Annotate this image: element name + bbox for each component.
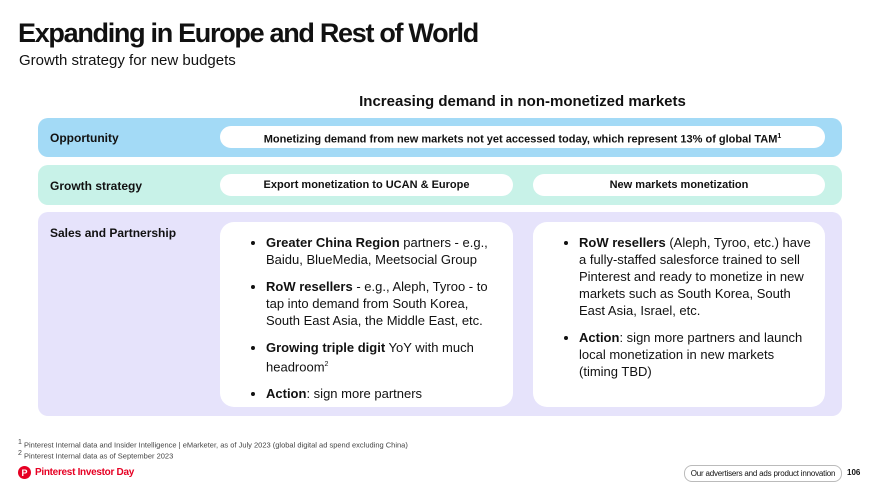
footnote-text: Pinterest Internal data as of September … [24,451,174,461]
footnote: 1 Pinterest Internal data and Insider In… [18,439,408,450]
bullet-text: : sign more partners [306,386,423,402]
svg-text:P: P [21,468,27,478]
pill-text: Monetizing demand from new markets not y… [263,133,778,146]
bullet-text: : sign more partners and launch local mo… [579,330,803,379]
bullet-text: - e.g., Aleph, Tyroo - to tap into deman… [266,279,488,328]
bullet-text: YoY with much headroom [266,340,474,375]
footnote-mark: 2 [18,450,22,457]
pill: Export monetization to UCAN & Europe [220,174,513,196]
row-label: Growth strategy [50,179,143,193]
row-label: Opportunity [50,131,119,145]
section-heading: Increasing demand in non-monetized marke… [359,93,686,110]
title: Expanding in Europe and Rest of World [18,18,479,48]
logo: P [18,466,31,479]
bullet: RoW resellers (Aleph, Tyroo, etc.) have … [579,234,811,319]
pill: Monetizing demand from new markets not y… [220,126,825,148]
bullet: Greater China Region partners - e.g., Ba… [266,234,499,268]
bullet-bold: RoW resellers [579,235,666,250]
bullet-box: RoW resellers (Aleph, Tyroo, etc.) have … [533,222,825,407]
superscript: 1 [777,133,782,140]
bullet-bold: Greater China Region [266,235,400,250]
section-tag: Our advertisers and ads product innovati… [684,465,842,482]
bullet-bold: Action [266,386,307,402]
page-number: 106 [847,468,861,477]
bullet-bold: Growing triple digit [266,340,386,355]
row-label: Sales and Partnership [50,226,177,240]
superscript: 2 [324,361,329,368]
bullet: Action: sign more partners [266,385,499,402]
bullet-box: Greater China Region partners - e.g., Ba… [220,222,513,407]
bullet-list: RoW resellers (Aleph, Tyroo, etc.) have … [533,222,825,380]
brand: Pinterest Investor Day [35,467,134,478]
bullet-list: Greater China Region partners - e.g., Ba… [220,222,513,402]
bullet: Growing triple digit YoY with much headr… [266,339,499,375]
footnote-text: Pinterest Internal data and Insider Inte… [24,440,408,450]
bullet: RoW resellers - e.g., Aleph, Tyroo - to … [266,278,499,329]
pill: New markets monetization [533,174,825,196]
bullet-text: (Aleph, Tyroo, etc.) have a fully-staffe… [579,235,811,318]
subtitle: Growth strategy for new budgets [19,52,236,69]
bullet-text: partners - e.g., Baidu, BlueMedia, Meets… [266,235,488,267]
footnote: 2 Pinterest Internal data as of Septembe… [18,450,173,461]
bullet-bold: RoW resellers [266,279,353,294]
bullet: Action: sign more partners and launch lo… [579,329,811,380]
bullet-bold: Action [579,330,620,345]
footnote-mark: 1 [18,439,22,446]
